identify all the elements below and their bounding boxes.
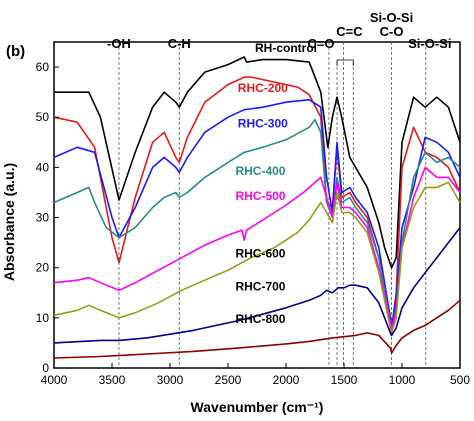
x-axis-title: Wavenumber (cm⁻¹) — [191, 399, 324, 415]
reference-lines — [118, 42, 427, 368]
y-tick-label: 20 — [36, 261, 50, 275]
x-tick-label: 1500 — [331, 373, 358, 387]
cc-bracket — [336, 59, 354, 66]
series-line-rhc-800 — [53, 299, 461, 359]
series-label: RHC-600 — [235, 247, 285, 261]
y-tick-label: 40 — [36, 160, 50, 174]
series-line-rhc-700 — [53, 227, 461, 344]
panel-label: (b) — [6, 43, 25, 60]
x-tick-label: 2000 — [273, 373, 300, 387]
y-tick-label: 60 — [36, 60, 50, 74]
x-tick-label: 4000 — [41, 373, 68, 387]
x-tick-label: 500 — [450, 373, 470, 387]
series-line-rhc-600 — [53, 181, 461, 334]
series-line-rhc-300 — [53, 98, 461, 329]
series-label: RHC-400 — [235, 164, 285, 178]
series-label: RHC-500 — [235, 189, 285, 203]
y-axis: 0 10 20 30 40 50 60 — [36, 60, 59, 375]
series-label: RH-control — [255, 41, 317, 55]
y-tick-label: 0 — [42, 361, 49, 375]
series-line-rh-control — [54, 56, 461, 269]
x-tick-label: 2500 — [215, 373, 242, 387]
series-line-rhc-200 — [53, 76, 461, 329]
series-label: RHC-200 — [238, 81, 288, 95]
series-label: RHC-800 — [235, 312, 285, 326]
annotation-label: C-H — [168, 36, 191, 51]
x-axis: 4000 3500 3000 2500 2000 1500 1000 500 — [41, 363, 470, 387]
series-label: RHC-700 — [235, 279, 285, 293]
annotation-label: C=C — [336, 24, 363, 39]
y-tick-label: 50 — [36, 110, 50, 124]
series-labels: RH-control RHC-200 RHC-300 RHC-400 RHC-500 RH… — [235, 41, 317, 326]
series-group — [53, 56, 461, 359]
annotation-label: -OH — [107, 36, 131, 51]
x-tick-label: 1000 — [389, 373, 416, 387]
annotation-label: C=O — [307, 36, 334, 51]
annotation-label: Si-O-Si — [370, 10, 413, 25]
plot-frame — [53, 41, 461, 369]
annotation-label: Si-O-Si — [408, 36, 451, 51]
annotations: -OH C-H C=OC=CSi-O-SiC-OSi-O-Si — [107, 10, 451, 66]
y-tick-label: 30 — [36, 211, 50, 225]
annotation-label: C-O — [380, 24, 404, 39]
x-tick-label: 3500 — [99, 373, 126, 387]
y-tick-label: 10 — [36, 311, 50, 325]
y-axis-title: Absorbance (a.u.) — [1, 163, 17, 281]
series-label: RHC-300 — [238, 116, 288, 130]
x-tick-label: 3000 — [157, 373, 184, 387]
